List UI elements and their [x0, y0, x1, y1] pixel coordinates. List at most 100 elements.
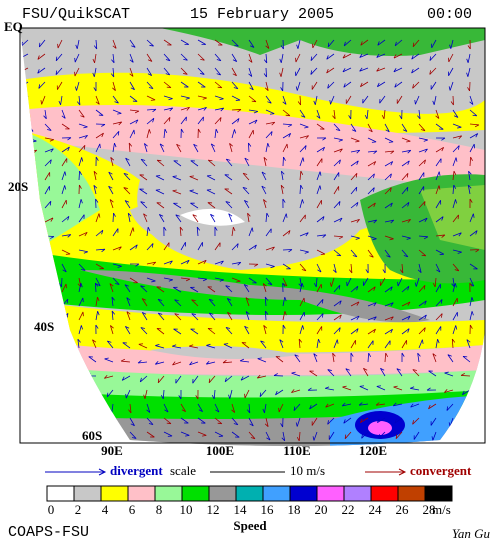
wind-vector	[401, 123, 408, 132]
wind-vector	[350, 249, 358, 258]
wind-vector	[469, 311, 474, 321]
wind-vector	[104, 374, 114, 379]
wind-vector	[141, 312, 148, 321]
wind-vector	[248, 431, 256, 440]
wind-vector	[263, 67, 267, 78]
wind-vector	[58, 95, 63, 106]
wind-vector	[367, 286, 376, 293]
wind-vector	[190, 286, 199, 293]
wind-vector	[448, 81, 454, 91]
wind-vector	[350, 235, 360, 240]
wind-vector	[326, 53, 335, 60]
wind-vector	[452, 135, 463, 140]
wind-vector	[245, 311, 250, 321]
wind-vector	[282, 95, 287, 105]
wind-vector	[350, 160, 359, 167]
wind-vector	[173, 160, 182, 167]
wind-vector	[197, 116, 204, 125]
wind-vector	[155, 343, 165, 349]
wind-vector	[172, 361, 182, 366]
wind-vector	[350, 186, 358, 195]
wind-vector	[25, 109, 29, 120]
wind-vector	[435, 216, 444, 223]
wind-vector	[384, 123, 390, 133]
wind-vector	[350, 172, 358, 181]
wind-vector	[111, 296, 115, 307]
wind-vector	[367, 161, 377, 167]
wind-vector	[243, 284, 250, 293]
wind-vector	[214, 403, 220, 413]
wind-vector	[384, 316, 394, 321]
wind-vector	[316, 338, 321, 349]
wind-vector	[205, 360, 216, 365]
wind-vector	[208, 312, 216, 321]
wind-vector	[350, 123, 357, 132]
wind-vector	[273, 373, 284, 377]
wind-vector	[129, 109, 140, 114]
wind-vector	[384, 235, 394, 241]
wind-vector	[124, 284, 131, 293]
map-frame	[19, 27, 486, 444]
wind-vector	[265, 143, 270, 153]
wind-vector	[313, 277, 318, 288]
wind-vector	[418, 249, 427, 257]
wind-vector	[435, 326, 442, 335]
wind-vector	[231, 53, 238, 62]
wind-vector	[248, 109, 259, 114]
wind-vector	[228, 389, 233, 399]
wind-vector	[163, 277, 173, 282]
wind-vector	[359, 53, 369, 58]
wind-vector	[392, 402, 403, 407]
wind-vector	[214, 95, 224, 101]
wind-vector	[401, 202, 410, 209]
wind-vector	[376, 385, 386, 391]
wind-vector	[449, 431, 454, 442]
wind-vector	[155, 175, 165, 181]
wind-vector	[396, 368, 403, 377]
colorbar-tick: 16	[261, 502, 275, 517]
wind-vector	[206, 343, 216, 349]
wind-vector	[222, 359, 233, 364]
wind-vector	[341, 402, 352, 407]
wind-vector	[37, 53, 46, 60]
wind-vector	[401, 173, 409, 181]
wind-vector	[282, 156, 286, 167]
wind-vector	[77, 95, 81, 106]
wind-vector	[95, 277, 101, 287]
wind-vector	[375, 402, 386, 406]
wind-vector	[108, 185, 114, 195]
wind-vector	[299, 214, 306, 223]
wind-vector	[282, 324, 286, 335]
wind-vector	[43, 109, 47, 120]
footer-right: Yan Gu	[452, 526, 491, 541]
wind-vector	[248, 417, 254, 427]
wind-vector	[129, 277, 138, 284]
wind-vector	[190, 160, 199, 167]
wind-vector	[367, 137, 377, 143]
wind-vector	[379, 277, 386, 286]
wind-vector	[93, 170, 98, 181]
wind-vector	[27, 249, 35, 258]
wind-vector	[112, 130, 120, 139]
wind-vector	[214, 277, 224, 282]
wind-vector	[384, 219, 395, 224]
wind-vector	[20, 417, 29, 424]
wind-vector	[384, 161, 394, 167]
wind-vector	[121, 375, 131, 381]
wind-vector	[95, 109, 104, 116]
wind-vector	[38, 39, 46, 48]
wind-vector	[146, 117, 155, 125]
wind-vector	[180, 241, 187, 251]
wind-vector	[299, 145, 307, 153]
wind-vector	[109, 199, 114, 209]
wind-vector	[44, 185, 51, 195]
wind-vector	[265, 228, 272, 237]
wind-vector	[129, 431, 137, 439]
wind-vector	[163, 95, 173, 101]
wind-vector	[265, 95, 272, 104]
wind-vector	[316, 123, 325, 130]
colorbar-cell	[370, 485, 399, 502]
wind-vector	[350, 149, 361, 154]
wind-vector	[261, 185, 267, 195]
wind-vector	[345, 95, 352, 104]
